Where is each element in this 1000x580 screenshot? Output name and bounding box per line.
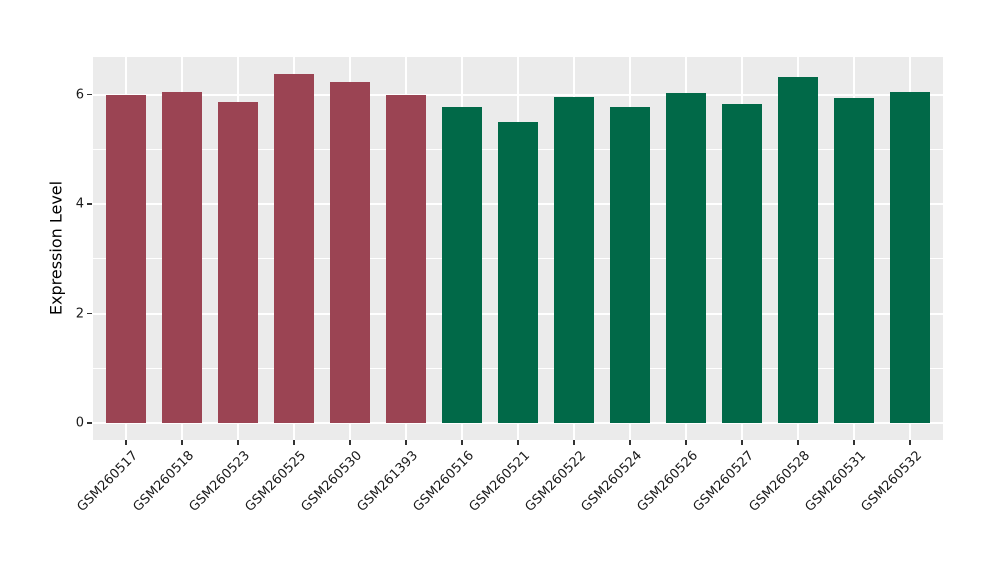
bar-GSM260532 bbox=[890, 91, 930, 423]
x-tick-mark-GSM260524 bbox=[629, 440, 631, 445]
bar-GSM260525 bbox=[274, 74, 314, 423]
x-tick-mark-GSM261393 bbox=[405, 440, 407, 445]
bar-GSM260518 bbox=[162, 91, 202, 423]
y-tick-mark-2 bbox=[87, 312, 92, 315]
x-tick-mark-GSM260526 bbox=[685, 440, 687, 445]
plot-panel bbox=[93, 57, 943, 440]
bar-GSM260524 bbox=[610, 106, 650, 423]
x-tick-mark-GSM260532 bbox=[909, 440, 911, 445]
bar-GSM260523 bbox=[218, 102, 258, 423]
bar-GSM260522 bbox=[554, 97, 594, 423]
x-tick-mark-GSM260528 bbox=[797, 440, 799, 445]
x-tick-mark-GSM260523 bbox=[237, 440, 239, 445]
bar-GSM260528 bbox=[778, 76, 818, 423]
bar-GSM260527 bbox=[722, 103, 762, 423]
y-tick-label-2: 2 bbox=[75, 306, 84, 321]
y-tick-mark-6 bbox=[87, 93, 92, 96]
bar-GSM260530 bbox=[330, 82, 370, 423]
y-tick-label-0: 0 bbox=[75, 415, 84, 431]
x-tick-mark-GSM260516 bbox=[461, 440, 463, 445]
bar-GSM260526 bbox=[666, 93, 706, 423]
bar-GSM260516 bbox=[442, 107, 482, 423]
bar-GSM260531 bbox=[834, 98, 874, 423]
x-tick-mark-GSM260522 bbox=[573, 440, 575, 445]
x-tick-mark-GSM260527 bbox=[741, 440, 743, 445]
x-tick-mark-GSM260525 bbox=[293, 440, 295, 445]
bar-GSM261393 bbox=[386, 94, 426, 423]
x-tick-mark-GSM260531 bbox=[853, 440, 855, 445]
x-tick-mark-GSM260530 bbox=[349, 440, 351, 445]
bar-GSM260521 bbox=[498, 122, 538, 423]
y-tick-label-4: 4 bbox=[75, 196, 84, 212]
x-tick-mark-GSM260517 bbox=[125, 440, 127, 445]
y-tick-mark-0 bbox=[87, 422, 92, 424]
x-tick-mark-GSM260521 bbox=[517, 440, 519, 445]
y-tick-label-6: 6 bbox=[75, 87, 84, 102]
y-tick-mark-4 bbox=[87, 203, 92, 205]
bar-GSM260517 bbox=[106, 94, 146, 423]
x-tick-mark-GSM260518 bbox=[181, 440, 183, 445]
